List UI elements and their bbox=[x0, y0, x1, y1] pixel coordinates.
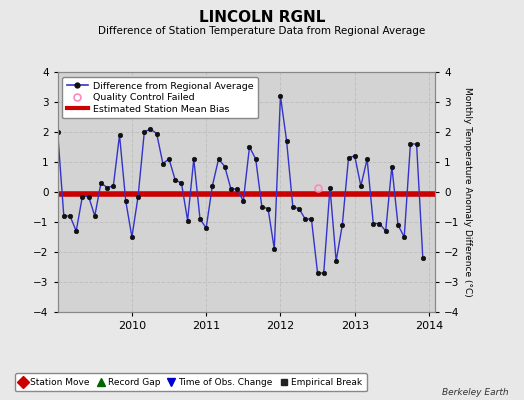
Legend: Station Move, Record Gap, Time of Obs. Change, Empirical Break: Station Move, Record Gap, Time of Obs. C… bbox=[15, 374, 366, 392]
Legend: Difference from Regional Average, Quality Control Failed, Estimated Station Mean: Difference from Regional Average, Qualit… bbox=[62, 77, 258, 118]
Text: Berkeley Earth: Berkeley Earth bbox=[442, 388, 508, 397]
Text: Difference of Station Temperature Data from Regional Average: Difference of Station Temperature Data f… bbox=[99, 26, 425, 36]
Text: LINCOLN RGNL: LINCOLN RGNL bbox=[199, 10, 325, 25]
Y-axis label: Monthly Temperature Anomaly Difference (°C): Monthly Temperature Anomaly Difference (… bbox=[464, 87, 473, 297]
